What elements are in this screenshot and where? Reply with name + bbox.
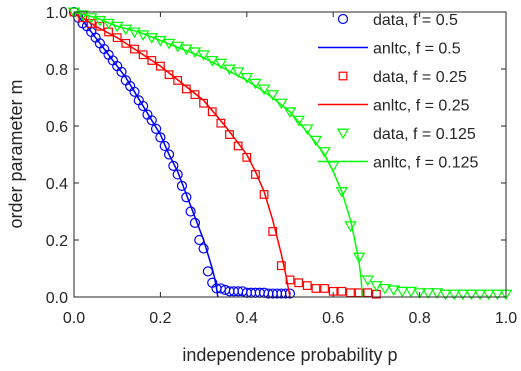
data-point xyxy=(328,286,338,296)
series-3 xyxy=(73,11,291,298)
legend-item: anltc, f = 0.25 xyxy=(318,98,470,115)
data-point xyxy=(335,187,349,198)
data-point xyxy=(430,288,444,299)
legend-label: data, f = 0.25 xyxy=(373,69,467,86)
data-point xyxy=(138,50,148,60)
data-point xyxy=(231,67,245,78)
data-point xyxy=(138,100,149,112)
y-tick-label: 0.4 xyxy=(46,176,68,193)
data-point xyxy=(370,281,383,292)
series-1 xyxy=(73,11,219,298)
data-point xyxy=(337,286,347,296)
data-point xyxy=(197,50,210,61)
data-point xyxy=(147,56,157,65)
x-tick-label: 1.0 xyxy=(495,310,517,327)
data-point xyxy=(465,289,478,301)
data-point xyxy=(240,73,254,84)
data-point xyxy=(387,285,400,296)
series-line xyxy=(73,11,363,298)
data-point xyxy=(396,286,409,298)
y-tick-label: 0.8 xyxy=(46,62,68,79)
legend-label: anltc, f = 0.125 xyxy=(373,155,479,172)
data-point xyxy=(198,243,209,254)
legend-label: data, f = 0.125 xyxy=(373,126,476,143)
data-point xyxy=(112,33,122,43)
x-tick-label: 0.0 xyxy=(63,310,85,327)
x-tick-label: 0.2 xyxy=(149,310,171,327)
legend-item: data, f = 0.25 xyxy=(338,69,467,86)
data-point xyxy=(163,149,175,160)
legend-item: data, f = 0.125 xyxy=(336,126,476,143)
data-point xyxy=(116,66,127,77)
data-point xyxy=(447,289,461,301)
data-point xyxy=(352,252,366,264)
data-point xyxy=(404,286,418,298)
data-point xyxy=(190,90,200,100)
series-layer xyxy=(67,6,513,301)
data-point xyxy=(361,275,375,287)
data-point xyxy=(413,288,426,299)
legend-marker-swatch xyxy=(338,71,348,81)
data-point xyxy=(128,27,141,39)
data-point xyxy=(294,278,304,288)
data-point xyxy=(207,107,217,117)
legend-label: data, f = 0.5 xyxy=(373,12,458,29)
legend-marker-swatch xyxy=(337,13,349,25)
data-point xyxy=(320,284,329,293)
legend-item: anltc, f = 0.5 xyxy=(318,41,461,58)
data-point xyxy=(155,132,166,143)
data-point xyxy=(86,19,96,28)
data-point xyxy=(491,289,504,301)
legend: data, f = 0.5 anltc, f = 0.5 data, f = 0.2… xyxy=(318,12,479,172)
y-tick-label: 0.0 xyxy=(46,290,68,307)
legend-label: anltc, f = 0.25 xyxy=(373,98,470,115)
y-axis-ticks: 0.0 0.2 0.4 0.6 0.8 1.0 xyxy=(46,5,506,307)
data-point xyxy=(280,288,291,299)
data-point xyxy=(121,38,131,48)
x-axis-label: independence probability p xyxy=(182,345,397,365)
y-tick-label: 0.6 xyxy=(46,119,68,136)
data-point xyxy=(173,75,183,85)
data-point xyxy=(214,58,228,70)
data-point xyxy=(156,61,165,71)
legend-marker-swatch xyxy=(336,128,350,140)
legend-label: anltc, f = 0.5 xyxy=(373,41,461,58)
data-point xyxy=(268,227,278,236)
data-point xyxy=(456,289,470,301)
data-point xyxy=(150,123,162,134)
data-point xyxy=(302,281,312,290)
data-point xyxy=(164,70,174,80)
data-point xyxy=(162,38,176,50)
series-5 xyxy=(73,11,363,298)
x-tick-label: 0.8 xyxy=(408,310,430,327)
series-line xyxy=(73,11,219,298)
y-tick-label: 1.0 xyxy=(46,5,68,22)
plot-area xyxy=(74,12,506,297)
data-point xyxy=(85,13,98,24)
data-point xyxy=(276,261,286,271)
data-point xyxy=(216,118,226,128)
data-point xyxy=(482,289,495,301)
data-point xyxy=(146,115,157,126)
y-axis-label: order parameter m xyxy=(6,79,26,228)
data-point xyxy=(439,289,452,301)
legend-item: data, f = 0.5 xyxy=(337,12,458,29)
data-point xyxy=(129,86,140,97)
data-point xyxy=(378,283,392,295)
data-point xyxy=(473,289,487,301)
x-tick-label: 0.6 xyxy=(322,310,344,327)
data-point xyxy=(159,140,170,152)
data-point xyxy=(284,288,296,299)
data-point xyxy=(421,288,435,299)
legend-item: anltc, f = 0.125 xyxy=(318,155,479,172)
x-tick-label: 0.4 xyxy=(236,310,258,327)
data-point xyxy=(311,284,321,293)
plot-frame xyxy=(73,11,507,298)
data-point xyxy=(283,107,297,118)
data-point xyxy=(292,115,305,127)
series-line xyxy=(73,11,291,298)
y-tick-label: 0.2 xyxy=(46,233,68,250)
data-point xyxy=(130,44,139,54)
